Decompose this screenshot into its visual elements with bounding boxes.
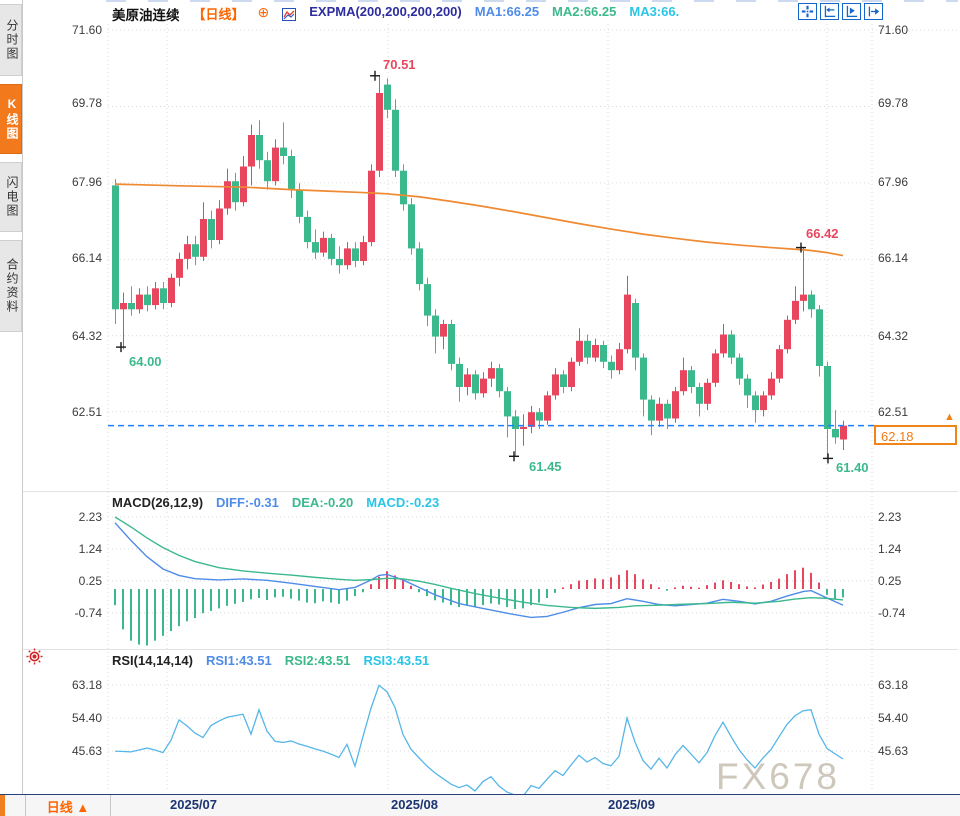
panel-separator — [23, 491, 958, 492]
rsi-axis-label: 54.40 — [878, 711, 909, 725]
rsi-indicator-name: RSI(14,14,14) — [112, 653, 193, 668]
x-axis-label: 2025/08 — [391, 797, 438, 812]
rsi-axis-label: 45.63 — [878, 744, 909, 758]
rsi3-value: RSI3:43.51 — [363, 653, 430, 668]
y-axis-label: 64.32 — [878, 329, 909, 343]
y-axis-label: 71.60 — [878, 23, 909, 37]
y-axis-label: 67.96 — [878, 175, 909, 189]
rsi1-value: RSI1:43.51 — [205, 653, 272, 668]
macd-diff-value: DIFF:-0.31 — [216, 495, 279, 510]
macd-axis-label: 1.24 — [78, 542, 102, 556]
macd-dea-value: DEA:-0.20 — [291, 495, 354, 510]
macd-macd-value: MACD:-0.23 — [366, 495, 440, 510]
period-selector-tab[interactable]: 日线 ▲ — [46, 800, 90, 815]
alert-sun-icon[interactable] — [26, 648, 43, 670]
y-axis-label: 66.14 — [878, 251, 909, 265]
price-annotation: 66.42 — [806, 226, 839, 241]
macd-axis-label: -0.74 — [878, 606, 906, 620]
sidebar-item-lightning-chart[interactable]: 闪电图 — [0, 162, 22, 232]
x-axis-label: 2025/09 — [608, 797, 655, 812]
ma3-value: MA3:66. — [629, 4, 680, 19]
ma1-value: MA1:66.25 — [474, 4, 540, 19]
y-axis-label: 69.78 — [71, 96, 102, 110]
ma2-value: MA2:66.25 — [552, 4, 617, 19]
divider — [25, 795, 26, 816]
price-annotation: 64.00 — [129, 354, 162, 369]
pan-right-icon[interactable] — [864, 3, 883, 20]
macd-axis-label: 1.24 — [878, 542, 902, 556]
divider — [110, 795, 111, 816]
main-chart-header: 美原油连续 【日线】 ⊕ EXPMA(200,200,200,200) MA1:… — [112, 4, 679, 24]
macd-indicator-name: MACD(26,12,9) — [112, 495, 204, 510]
macd-header: MACD(26,12,9) DIFF:-0.31 DEA:-0.20 MACD:… — [112, 495, 439, 510]
sidebar-item-kline-chart[interactable]: K线图 — [0, 84, 22, 154]
chart-toolbar — [798, 3, 883, 20]
macd-axis-label: 2.23 — [78, 510, 102, 524]
macd-axis-label: 0.25 — [878, 574, 902, 588]
sidebar-item-timeshare-chart[interactable]: 分时图 — [0, 4, 22, 76]
rsi-axis-label: 63.18 — [71, 678, 102, 692]
macd-axis-label: -0.74 — [74, 606, 102, 620]
price-annotation: 61.40 — [836, 460, 869, 475]
macd-axis-label: 2.23 — [878, 510, 902, 524]
y-axis-label: 62.51 — [878, 405, 909, 419]
price-annotation: 61.45 — [529, 459, 562, 474]
add-indicator-icon[interactable]: ⊕ — [257, 4, 270, 20]
sidebar-item-contract-info[interactable]: 合约资料 — [0, 240, 22, 332]
indicator-name-label: EXPMA(200,200,200,200) — [309, 4, 462, 19]
symbol-name: 美原油连续 — [112, 8, 180, 23]
period-label[interactable]: 【日线】 — [192, 7, 245, 22]
x-axis-label: 2025/07 — [170, 797, 217, 812]
y-axis-label: 62.51 — [71, 405, 102, 419]
rsi-axis-label: 45.63 — [71, 744, 102, 758]
y-axis-label: 69.78 — [878, 96, 909, 110]
y-axis-label: 67.96 — [71, 175, 102, 189]
y-axis-label: 71.60 — [71, 23, 102, 37]
price-annotation: 70.51 — [383, 57, 416, 72]
top-tick-ruler — [106, 0, 958, 2]
panel-separator — [23, 649, 958, 650]
watermark: FX678 — [716, 756, 841, 797]
current-price-box: 62.18 — [874, 425, 957, 445]
rsi-axis-label: 63.18 — [878, 678, 909, 692]
bottom-time-axis-bar: 日线 ▲ — [0, 794, 960, 816]
zoom-out-chart-icon[interactable] — [820, 3, 839, 20]
crosshair-tool-icon[interactable] — [798, 3, 817, 20]
macd-axis-label: 0.25 — [78, 574, 102, 588]
y-axis-label: 66.14 — [71, 251, 102, 265]
indicator-chart-icon[interactable] — [282, 4, 297, 24]
rsi2-value: RSI2:43.51 — [284, 653, 351, 668]
bottom-accent-strip — [0, 795, 5, 816]
rsi-header: RSI(14,14,14) RSI1:43.51 RSI2:43.51 RSI3… — [112, 653, 429, 668]
zoom-in-chart-icon[interactable] — [842, 3, 861, 20]
left-sidebar: 分时图 K线图 闪电图 合约资料 — [0, 0, 23, 794]
rsi-axis-label: 54.40 — [71, 711, 102, 725]
y-axis-label: 64.32 — [71, 329, 102, 343]
scroll-to-latest-icon[interactable]: ▲ — [944, 411, 955, 423]
